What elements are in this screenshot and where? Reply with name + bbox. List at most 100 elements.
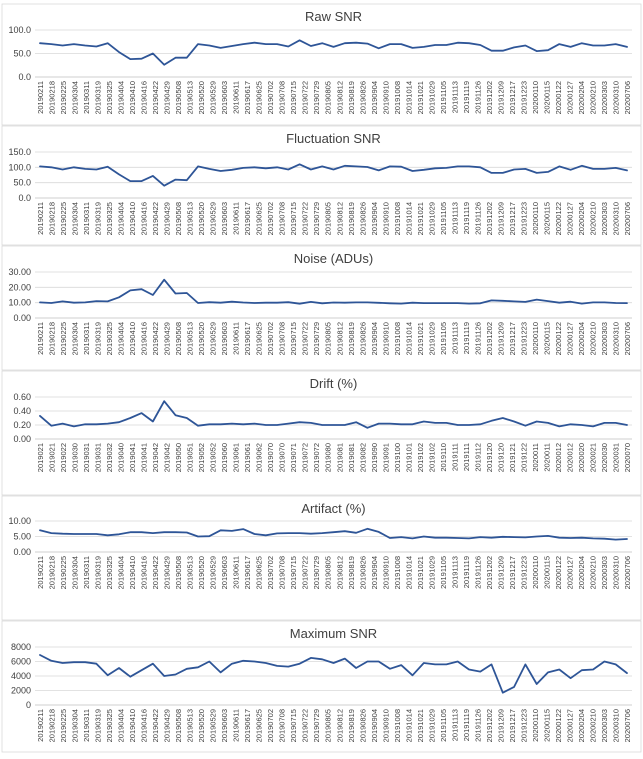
x-tick-label: 20190722 [301, 709, 310, 742]
x-tick-label: 20190410 [128, 322, 137, 355]
x-tick-label: 20200204 [577, 322, 586, 355]
x-tick-label: 20190429 [163, 81, 172, 114]
x-tick-label: 20190722 [301, 81, 310, 114]
x-tick-label: 20191126 [473, 709, 482, 742]
x-tick-label: 20190508 [174, 322, 183, 355]
data-point [558, 165, 560, 167]
x-tick-label: 20190708 [278, 709, 287, 742]
x-tick-label: 20200303 [600, 81, 609, 114]
data-point [434, 537, 436, 539]
x-tick-label: 2019102 [427, 443, 436, 472]
x-tick-label: 20190508 [174, 709, 183, 742]
x-tick-label: 20200110 [531, 709, 540, 742]
data-point [502, 300, 504, 302]
data-point [592, 537, 594, 539]
x-tick-label: 20190529 [209, 81, 218, 114]
data-point [197, 425, 199, 427]
series-line [39, 163, 628, 187]
data-point [95, 168, 97, 170]
data-point [434, 302, 436, 304]
x-tick-label: 20190617 [243, 202, 252, 235]
data-point [219, 423, 221, 425]
data-point [490, 420, 492, 422]
data-point [321, 532, 323, 534]
x-tick-label: 20190812 [335, 202, 344, 235]
x-tick-label: 2019081 [347, 443, 356, 472]
data-point [502, 536, 504, 538]
data-point [445, 422, 447, 424]
x-tick-label: 20190819 [347, 709, 356, 742]
data-point [581, 165, 583, 167]
data-point [129, 531, 131, 533]
data-point [61, 44, 63, 46]
x-tick-label: 2019082 [358, 443, 367, 472]
data-point [163, 675, 165, 677]
x-tick-label: 20190708 [278, 322, 287, 355]
x-tick-label: 20190211 [36, 202, 45, 235]
data-point [95, 662, 97, 664]
data-point [253, 302, 255, 304]
data-point [118, 667, 120, 669]
x-tick-label: 2019120 [496, 443, 505, 472]
data-point [558, 425, 560, 427]
x-tick-label: 20190904 [370, 709, 379, 742]
x-tick-label: 20190812 [335, 709, 344, 742]
x-tick-label: 20200115 [542, 709, 551, 742]
data-point [524, 168, 526, 170]
data-point [298, 532, 300, 534]
data-point [389, 668, 391, 670]
data-point [321, 302, 323, 304]
data-point [118, 51, 120, 53]
data-point [400, 43, 402, 45]
x-tick-label: 20190617 [243, 556, 252, 589]
data-point [411, 423, 413, 425]
x-tick-label: 20190416 [140, 81, 149, 114]
x-tick-label: 20190429 [163, 556, 172, 589]
data-point [513, 536, 515, 538]
x-tick-label: 20190826 [358, 202, 367, 235]
data-point [321, 424, 323, 426]
x-tick-label: 20191008 [393, 556, 402, 589]
data-point [332, 424, 334, 426]
chart-panel-border [1, 3, 642, 126]
data-point [332, 168, 334, 170]
data-point [174, 673, 176, 675]
x-tick-label: 20200303 [600, 202, 609, 235]
data-point [265, 43, 267, 45]
data-point [231, 530, 233, 532]
data-point [129, 289, 131, 291]
data-point [344, 530, 346, 532]
data-point [344, 42, 346, 44]
data-point [615, 538, 617, 540]
chart-panel-border [1, 620, 642, 753]
x-tick-label: 2019081 [335, 443, 344, 472]
x-tick-label: 20190625 [255, 709, 264, 742]
data-point [355, 667, 357, 669]
x-tick-label: 20190520 [197, 709, 206, 742]
data-point [592, 168, 594, 170]
x-tick-label: 20200110 [531, 556, 540, 589]
data-point [423, 662, 425, 664]
data-point [445, 302, 447, 304]
data-point [208, 301, 210, 303]
data-point [197, 666, 199, 668]
data-point [513, 300, 515, 302]
x-tick-label: 20191223 [519, 322, 528, 355]
data-point [140, 669, 142, 671]
x-tick-label: 20190513 [186, 81, 195, 114]
data-point [242, 43, 244, 45]
x-tick-label: 20191209 [496, 322, 505, 355]
y-tick-label: 50.0 [13, 49, 31, 59]
x-tick-label: 20190708 [278, 81, 287, 114]
x-tick-label: 20190319 [94, 81, 103, 114]
data-point [332, 46, 334, 48]
data-point [253, 533, 255, 535]
data-point [524, 536, 526, 538]
data-point [95, 533, 97, 535]
data-point [219, 529, 221, 531]
data-point [468, 668, 470, 670]
x-tick-label: 20191105 [439, 81, 448, 114]
